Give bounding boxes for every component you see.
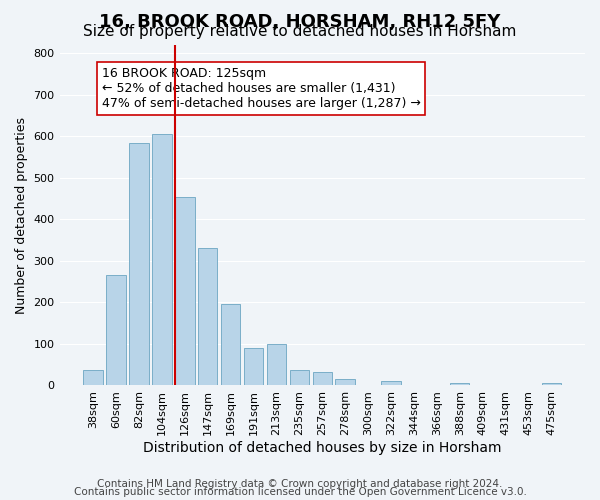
Bar bbox=[152, 134, 172, 386]
Text: Contains public sector information licensed under the Open Government Licence v3: Contains public sector information licen… bbox=[74, 487, 526, 497]
Bar bbox=[335, 379, 355, 386]
Y-axis label: Number of detached properties: Number of detached properties bbox=[15, 116, 28, 314]
Text: 16 BROOK ROAD: 125sqm
← 52% of detached houses are smaller (1,431)
47% of semi-d: 16 BROOK ROAD: 125sqm ← 52% of detached … bbox=[101, 67, 421, 110]
Bar bbox=[221, 304, 241, 386]
Bar bbox=[267, 344, 286, 386]
Bar bbox=[106, 276, 126, 386]
Bar bbox=[381, 382, 401, 386]
Bar bbox=[244, 348, 263, 386]
Bar bbox=[542, 384, 561, 386]
Text: 16, BROOK ROAD, HORSHAM, RH12 5FY: 16, BROOK ROAD, HORSHAM, RH12 5FY bbox=[100, 12, 500, 30]
Bar bbox=[290, 370, 309, 386]
Bar bbox=[313, 372, 332, 386]
Text: Contains HM Land Registry data © Crown copyright and database right 2024.: Contains HM Land Registry data © Crown c… bbox=[97, 479, 503, 489]
Bar bbox=[450, 384, 469, 386]
Bar bbox=[129, 142, 149, 386]
X-axis label: Distribution of detached houses by size in Horsham: Distribution of detached houses by size … bbox=[143, 441, 502, 455]
Text: Size of property relative to detached houses in Horsham: Size of property relative to detached ho… bbox=[83, 24, 517, 39]
Bar bbox=[83, 370, 103, 386]
Bar bbox=[175, 196, 194, 386]
Bar bbox=[198, 248, 217, 386]
